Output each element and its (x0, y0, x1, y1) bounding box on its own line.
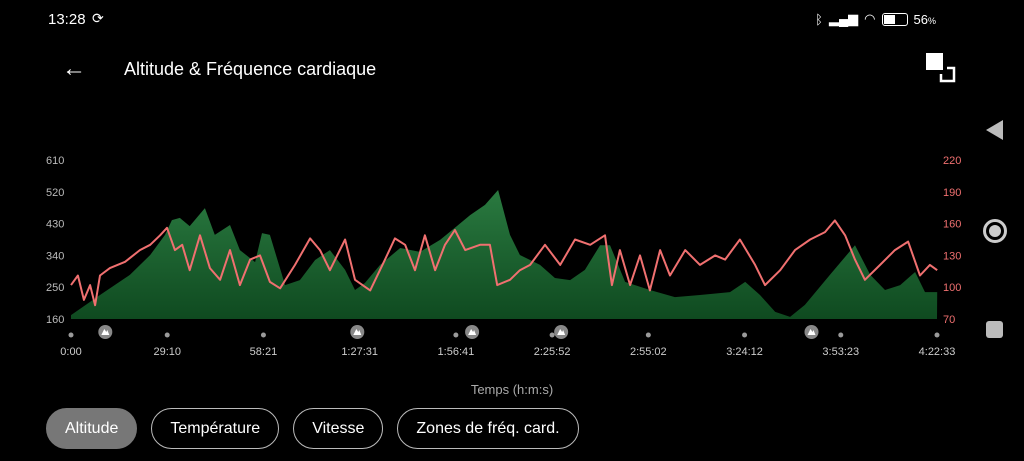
x-tick: 1:56:41 (438, 346, 475, 358)
sync-icon: ⟳ (92, 10, 104, 26)
y-left-tick: 430 (46, 219, 64, 231)
y-left-tick: 250 (46, 282, 64, 294)
y-left-tick: 610 (46, 155, 64, 167)
battery-percent: 56% (913, 11, 936, 27)
lap-marker-dot (742, 332, 748, 338)
lap-marker-dot (453, 332, 459, 338)
bluetooth-icon: ᛒ (815, 11, 823, 27)
x-tick: 1:27:31 (341, 346, 378, 358)
x-tick: 0:00 (60, 346, 81, 358)
nav-back-button[interactable] (986, 120, 1003, 140)
lap-marker-dot (260, 332, 266, 338)
chip-hr-zones[interactable]: Zones de fréq. card. (397, 408, 579, 449)
mountain-icon (468, 329, 477, 335)
y-right-tick: 100 (943, 282, 961, 294)
lap-marker-dot (838, 332, 844, 338)
status-time: 13:28 (48, 11, 86, 28)
y-right-tick: 70 (943, 314, 955, 326)
mountain-icon (353, 329, 362, 335)
y-left-tick: 520 (46, 187, 64, 199)
nav-home-button[interactable] (983, 219, 1007, 243)
x-axis-label: Temps (h:m:s) (470, 382, 554, 397)
x-tick: 3:53:23 (822, 346, 859, 358)
signal-icon: ▂▄▆ (828, 11, 859, 26)
mountain-icon (807, 329, 816, 335)
altitude-area (71, 190, 938, 319)
lap-marker-dot (68, 332, 74, 338)
mountain-icon (101, 329, 110, 335)
chip-altitude[interactable]: Altitude (46, 408, 138, 449)
nav-recent-button[interactable] (986, 321, 1003, 338)
y-right-tick: 190 (943, 187, 961, 199)
page-title: Altitude & Fréquence cardiaque (124, 59, 377, 79)
x-tick: 4:22:33 (919, 346, 956, 358)
lap-marker-dot (549, 332, 555, 338)
lap-marker-dot (164, 332, 170, 338)
heart-rate-line (70, 219, 938, 307)
altitude-heart-rate-chart[interactable]: 610 520 430 340 250 160 220 190 160 130 100 70 0:00… (0, 145, 980, 360)
x-tick: 2:25:52 (534, 346, 571, 358)
chip-temperature[interactable]: Température (151, 408, 280, 449)
status-icons: ᛒ ▂▄▆ ◠ 56% (815, 11, 936, 27)
y-right-tick: 220 (943, 155, 961, 167)
y-left-tick: 340 (46, 250, 64, 262)
lap-marker-dot (645, 332, 651, 338)
arrow-left-icon[interactable]: ← (62, 55, 86, 82)
wifi-icon: ◠ (864, 11, 876, 26)
fullscreen-icon[interactable] (926, 53, 956, 83)
chip-speed[interactable]: Vitesse (293, 408, 384, 449)
x-tick: 3:24:12 (726, 346, 763, 358)
x-tick: 29:10 (153, 346, 181, 358)
battery-icon (881, 12, 908, 26)
y-left-tick: 160 (46, 314, 64, 326)
mountain-icon (557, 329, 566, 335)
x-tick: 58:21 (250, 346, 278, 358)
x-tick: 2:55:02 (630, 346, 667, 358)
metric-chips: Altitude Température Vitesse Zones de fr… (46, 408, 579, 449)
y-right-tick: 130 (943, 250, 961, 262)
y-right-tick: 160 (943, 219, 961, 231)
lap-marker-dot (934, 332, 940, 338)
